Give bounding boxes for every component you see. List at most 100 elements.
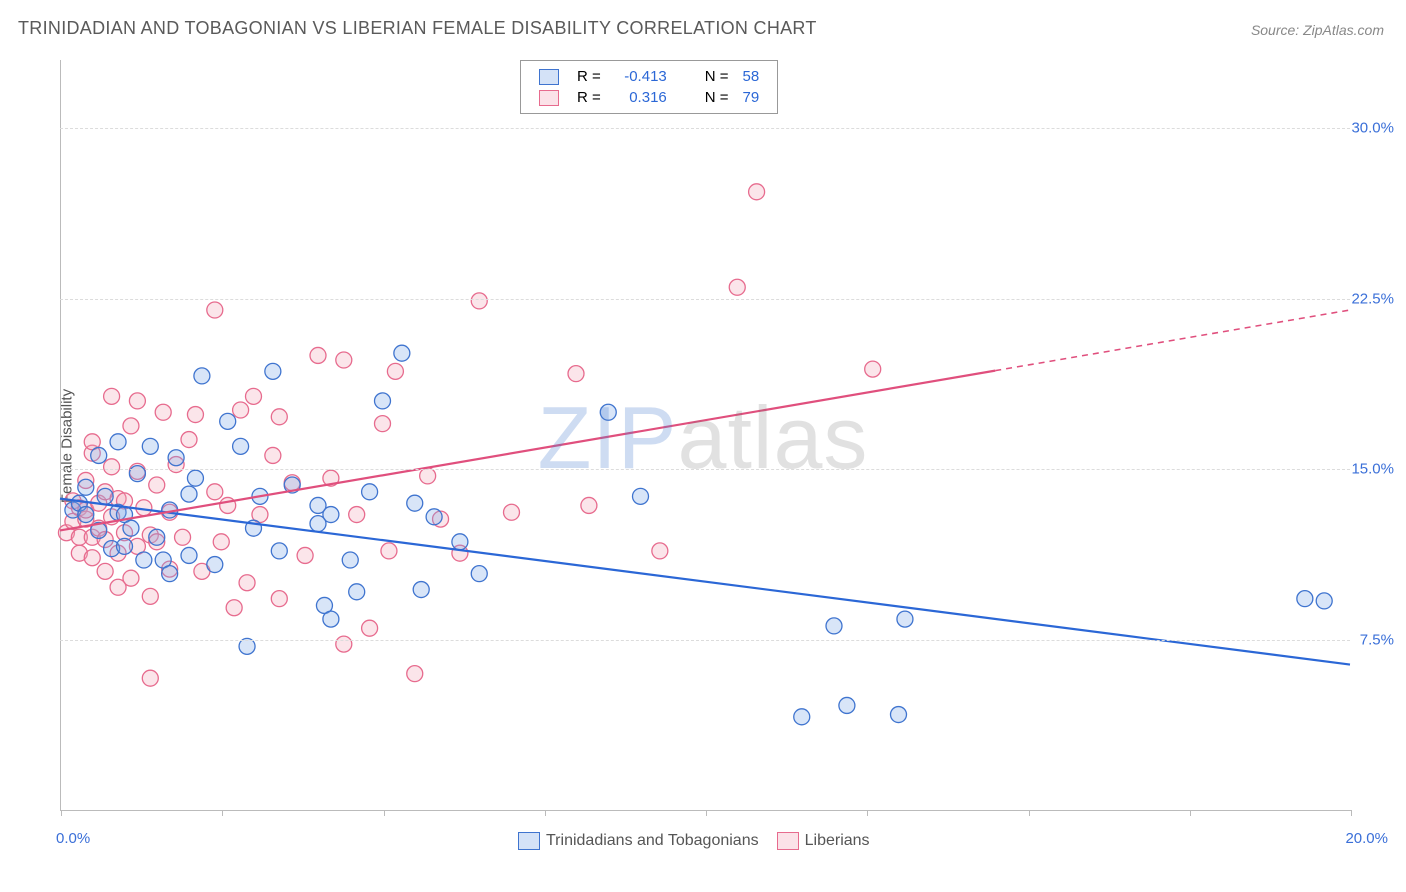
data-point bbox=[110, 434, 126, 450]
data-point bbox=[265, 447, 281, 463]
data-point bbox=[336, 636, 352, 652]
legend-row-trinidadians: R =-0.413 N =58 bbox=[533, 67, 765, 86]
data-point bbox=[181, 432, 197, 448]
trendline-liberians-dashed bbox=[995, 310, 1350, 371]
data-point bbox=[155, 404, 171, 420]
data-point bbox=[142, 438, 158, 454]
data-point bbox=[652, 543, 668, 559]
data-point bbox=[233, 402, 249, 418]
x-tick-min-label: 0.0% bbox=[56, 830, 90, 847]
r-value: -0.413 bbox=[609, 67, 673, 86]
data-point bbox=[349, 507, 365, 523]
data-point bbox=[91, 447, 107, 463]
n-label: N = bbox=[699, 67, 735, 86]
data-point bbox=[78, 507, 94, 523]
data-point bbox=[271, 409, 287, 425]
legend-row-liberians: R =0.316N =79 bbox=[533, 88, 765, 107]
data-point bbox=[129, 393, 145, 409]
data-point bbox=[387, 363, 403, 379]
data-point bbox=[749, 184, 765, 200]
data-point bbox=[239, 638, 255, 654]
data-point bbox=[897, 611, 913, 627]
data-point bbox=[123, 570, 139, 586]
data-point bbox=[271, 591, 287, 607]
y-tick-label: 15.0% bbox=[1351, 461, 1394, 478]
x-tick bbox=[1351, 810, 1352, 816]
data-point bbox=[84, 550, 100, 566]
data-point bbox=[207, 484, 223, 500]
x-tick bbox=[1029, 810, 1030, 816]
data-point bbox=[220, 413, 236, 429]
data-point bbox=[452, 534, 468, 550]
data-point bbox=[123, 520, 139, 536]
data-point bbox=[123, 418, 139, 434]
y-tick-label: 22.5% bbox=[1351, 290, 1394, 307]
chart-title: TRINIDADIAN AND TOBAGONIAN VS LIBERIAN F… bbox=[18, 18, 817, 39]
data-point bbox=[117, 538, 133, 554]
legend-label-liberians: Liberians bbox=[805, 832, 870, 849]
data-point bbox=[181, 547, 197, 563]
data-point bbox=[342, 552, 358, 568]
data-point bbox=[78, 479, 94, 495]
data-point bbox=[265, 363, 281, 379]
data-point bbox=[839, 697, 855, 713]
correlation-table: R =-0.413 N =58 R =0.316N =79 bbox=[531, 65, 767, 109]
correlation-legend: R =-0.413 N =58 R =0.316N =79 bbox=[520, 60, 778, 114]
n-value: 58 bbox=[737, 67, 766, 86]
n-label: N = bbox=[699, 88, 735, 107]
data-point bbox=[213, 534, 229, 550]
data-point bbox=[168, 450, 184, 466]
data-point bbox=[136, 552, 152, 568]
data-point bbox=[323, 611, 339, 627]
data-point bbox=[471, 293, 487, 309]
data-point bbox=[362, 484, 378, 500]
data-point bbox=[97, 488, 113, 504]
data-point bbox=[865, 361, 881, 377]
x-tick bbox=[384, 810, 385, 816]
scatter-plot-svg bbox=[60, 60, 1350, 810]
data-point bbox=[413, 582, 429, 598]
source-attribution: Source: ZipAtlas.com bbox=[1251, 22, 1384, 38]
series-liberians bbox=[58, 184, 880, 686]
data-point bbox=[323, 507, 339, 523]
data-point bbox=[175, 529, 191, 545]
legend-label-trinidadians: Trinidadians and Tobagonians bbox=[546, 832, 759, 849]
data-point bbox=[568, 366, 584, 382]
data-point bbox=[207, 557, 223, 573]
data-point bbox=[826, 618, 842, 634]
data-point bbox=[194, 368, 210, 384]
data-point bbox=[142, 588, 158, 604]
data-point bbox=[149, 529, 165, 545]
data-point bbox=[310, 347, 326, 363]
data-point bbox=[1297, 591, 1313, 607]
data-point bbox=[149, 477, 165, 493]
gridline bbox=[60, 299, 1350, 300]
x-tick bbox=[1190, 810, 1191, 816]
gridline bbox=[60, 469, 1350, 470]
data-point bbox=[271, 543, 287, 559]
legend-swatch bbox=[539, 90, 559, 106]
legend-swatch bbox=[539, 69, 559, 85]
gridline bbox=[60, 640, 1350, 641]
data-point bbox=[362, 620, 378, 636]
x-tick bbox=[867, 810, 868, 816]
data-point bbox=[349, 584, 365, 600]
x-tick bbox=[706, 810, 707, 816]
data-point bbox=[97, 563, 113, 579]
r-label: R = bbox=[571, 67, 607, 86]
r-label: R = bbox=[571, 88, 607, 107]
data-point bbox=[104, 388, 120, 404]
data-point bbox=[394, 345, 410, 361]
data-point bbox=[142, 670, 158, 686]
data-point bbox=[581, 497, 597, 513]
y-tick-label: 7.5% bbox=[1360, 631, 1394, 648]
trendline-liberians-solid bbox=[60, 371, 995, 531]
legend-swatch-trinidadians bbox=[518, 832, 540, 850]
data-point bbox=[246, 388, 262, 404]
data-point bbox=[297, 547, 313, 563]
data-point bbox=[381, 543, 397, 559]
data-point bbox=[891, 707, 907, 723]
data-point bbox=[129, 466, 145, 482]
data-point bbox=[375, 393, 391, 409]
data-point bbox=[162, 566, 178, 582]
